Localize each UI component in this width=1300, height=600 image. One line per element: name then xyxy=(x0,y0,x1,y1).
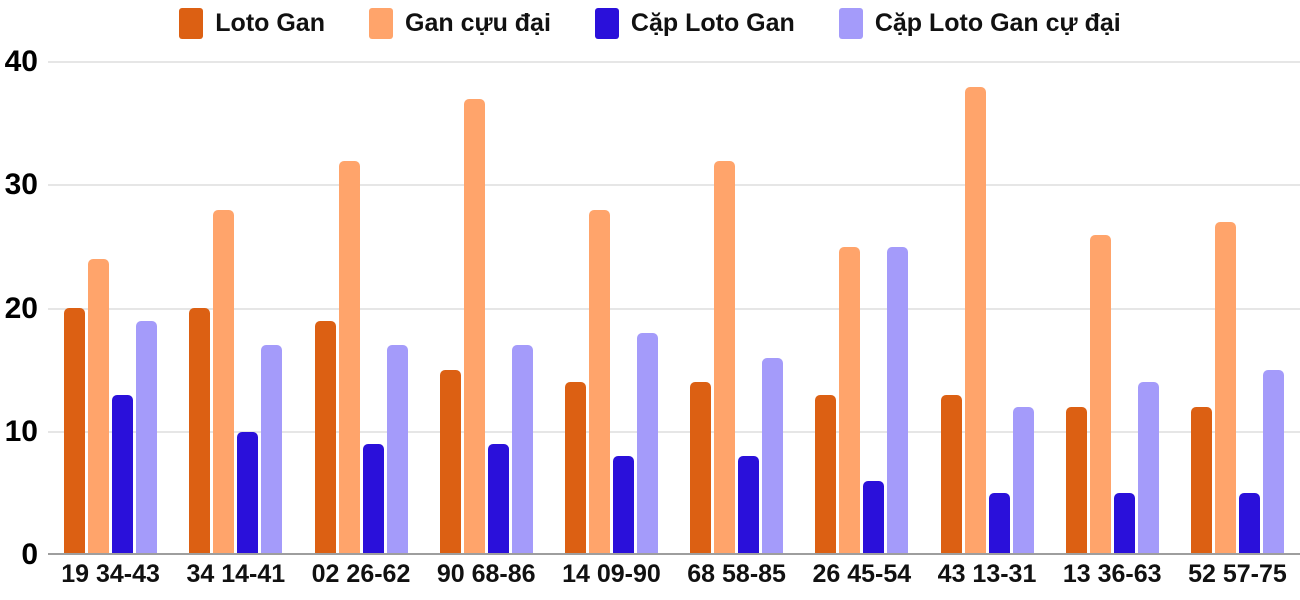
x-axis-label: 43 13-31 xyxy=(937,560,1037,588)
chart-legend: Loto Gan Gan cựu đại Cặp Loto Gan Cặp Loto … xyxy=(0,8,1300,39)
bar[interactable] xyxy=(839,247,861,555)
gridline xyxy=(48,307,1300,310)
x-axis-label: 26 45-54 xyxy=(812,560,912,588)
bar[interactable] xyxy=(88,259,110,555)
x-axis-label: 19 34-43 xyxy=(61,560,160,588)
bar[interactable] xyxy=(439,370,461,555)
gridline xyxy=(48,430,1300,433)
bar[interactable] xyxy=(112,395,134,555)
bar[interactable] xyxy=(964,87,986,555)
bar[interactable] xyxy=(1137,382,1159,555)
bar[interactable] xyxy=(815,395,837,555)
x-axis-labels: 19 34-43 34 14-41 02 26-62 90 68-86 14 09-90… xyxy=(48,560,1300,589)
legend-label: Cặp Loto Gan cự đại xyxy=(874,9,1121,37)
bar[interactable] xyxy=(1012,407,1034,555)
bar-group xyxy=(799,62,924,555)
x-axis-label: 34 14-41 xyxy=(186,560,286,588)
gridline xyxy=(48,61,1300,63)
bar[interactable] xyxy=(738,456,760,555)
bar-group xyxy=(674,62,799,555)
bar[interactable] xyxy=(1065,407,1087,555)
y-tick-label: 20 xyxy=(4,291,38,325)
plot-area xyxy=(48,61,1300,555)
x-axis-label: 14 09-90 xyxy=(562,560,661,588)
bar[interactable] xyxy=(564,382,586,555)
bar-group xyxy=(924,62,1049,555)
legend-swatch-icon xyxy=(369,8,393,39)
bar[interactable] xyxy=(1113,493,1135,555)
legend-swatch-icon xyxy=(179,8,204,39)
x-axis-label: 13 36-63 xyxy=(1062,560,1162,588)
bar-group xyxy=(1175,62,1300,555)
bar[interactable] xyxy=(988,493,1010,555)
bar[interactable] xyxy=(1214,222,1236,555)
x-axis-label: 52 57-75 xyxy=(1188,560,1287,588)
x-axis-label: 90 68-86 xyxy=(436,560,536,588)
legend-swatch-icon xyxy=(594,8,619,39)
gridline xyxy=(48,184,1300,187)
bar-group xyxy=(1050,62,1175,555)
bar[interactable] xyxy=(463,99,485,555)
legend-label: Cặp Loto Gan xyxy=(630,9,795,37)
bar-group xyxy=(48,62,173,555)
bar[interactable] xyxy=(64,308,86,555)
bar[interactable] xyxy=(237,432,259,555)
y-tick-label: 10 xyxy=(4,414,38,448)
legend-item[interactable]: Cặp Loto Gan cự đại xyxy=(838,8,1121,39)
legend-item[interactable]: Cặp Loto Gan xyxy=(594,8,795,39)
bar[interactable] xyxy=(1238,493,1260,555)
bar[interactable] xyxy=(362,444,384,555)
bar[interactable] xyxy=(714,161,736,555)
bar-group xyxy=(424,62,549,555)
y-tick-label: 40 xyxy=(4,45,38,78)
legend-swatch-icon xyxy=(838,8,863,39)
bar[interactable] xyxy=(136,321,158,555)
bar[interactable] xyxy=(612,456,634,555)
legend-label: Gan cựu đại xyxy=(405,9,551,37)
bar[interactable] xyxy=(636,333,658,555)
bar[interactable] xyxy=(314,321,336,555)
y-tick-label: 30 xyxy=(4,168,38,202)
bar[interactable] xyxy=(511,345,533,555)
bar[interactable] xyxy=(940,395,962,555)
bar[interactable] xyxy=(213,210,235,555)
bar-group xyxy=(173,62,298,555)
legend-item[interactable]: Loto Gan xyxy=(179,8,325,39)
bar[interactable] xyxy=(487,444,509,555)
bar[interactable] xyxy=(189,308,211,555)
bar[interactable] xyxy=(1190,407,1212,555)
bar[interactable] xyxy=(386,345,408,555)
bar[interactable] xyxy=(1262,370,1284,555)
legend-label: Loto Gan xyxy=(215,9,325,37)
bar[interactable] xyxy=(261,345,283,555)
x-axis-label: 68 58-85 xyxy=(687,560,786,588)
bar[interactable] xyxy=(1089,235,1111,555)
bar-groups xyxy=(48,62,1300,555)
bar[interactable] xyxy=(588,210,610,555)
legend-item[interactable]: Gan cựu đại xyxy=(369,8,551,39)
bar[interactable] xyxy=(863,481,885,555)
bar[interactable] xyxy=(762,358,784,555)
bar[interactable] xyxy=(887,247,909,555)
y-tick-label: 0 xyxy=(21,538,38,571)
bar-group xyxy=(298,62,423,555)
bar[interactable] xyxy=(690,382,712,555)
bar-group xyxy=(549,62,674,555)
x-axis-line xyxy=(48,553,1300,555)
bar[interactable] xyxy=(338,161,360,555)
x-axis-label: 02 26-62 xyxy=(311,560,411,588)
